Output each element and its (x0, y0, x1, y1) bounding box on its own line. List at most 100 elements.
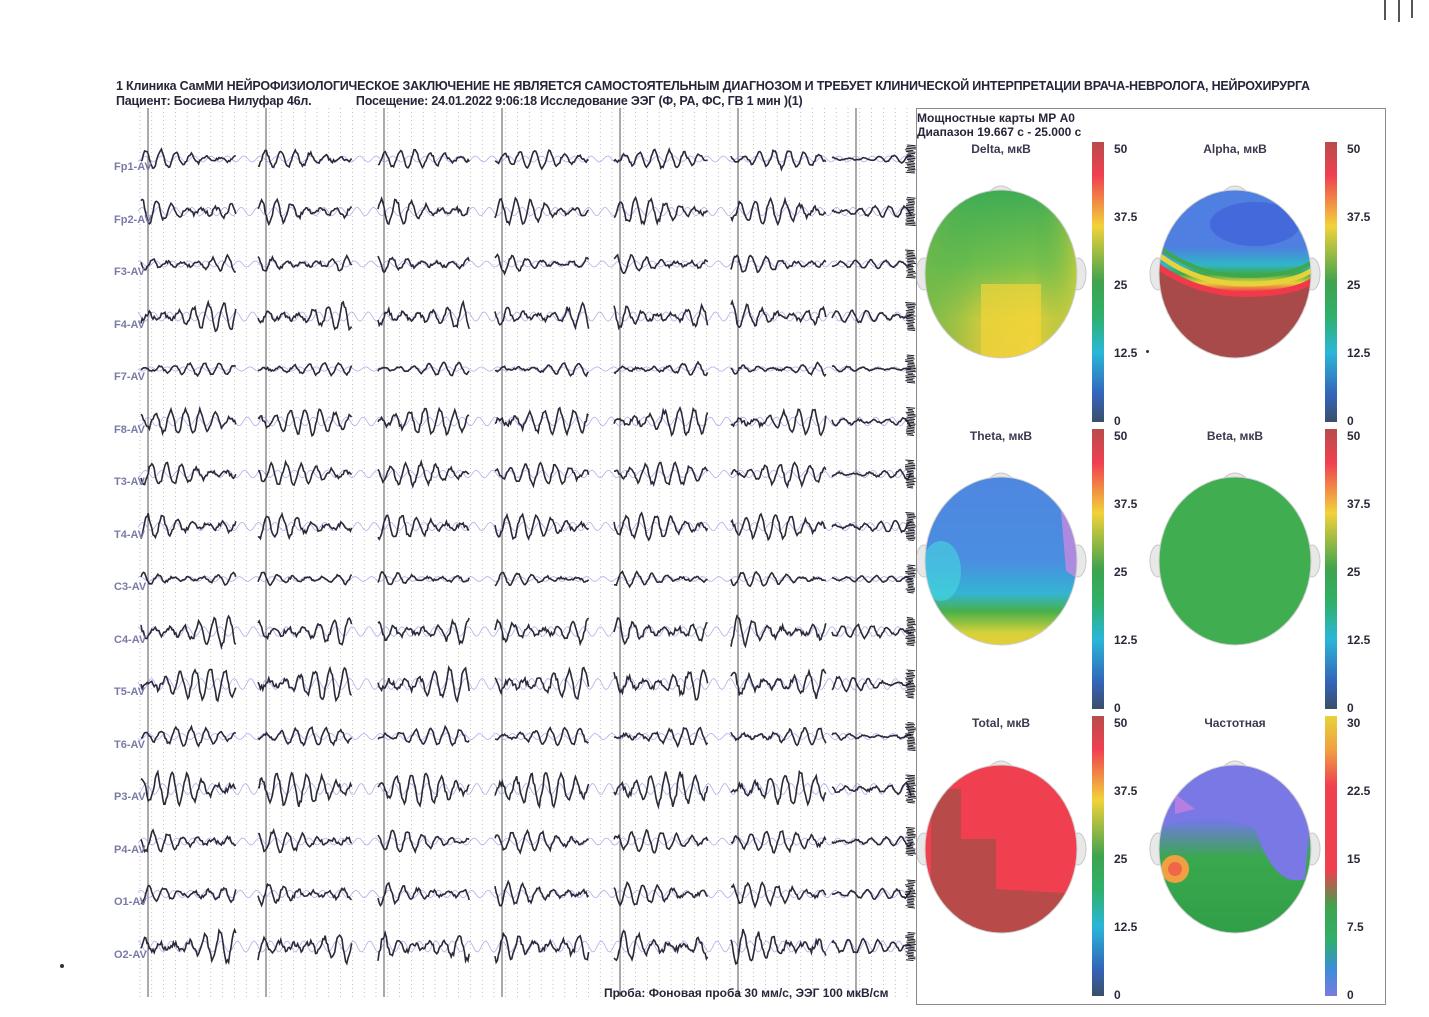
report-disclaimer: 1 Клиника СамМИ НЕЙРОФИЗИОЛОГИЧЕСКОЕ ЗАК… (116, 79, 1310, 93)
eeg-trace-segment (140, 253, 236, 273)
eeg-trace-segment (831, 623, 912, 641)
topomap-total (915, 760, 1087, 934)
eeg-trace-segment (613, 570, 708, 589)
eeg-trace-segment (730, 668, 827, 699)
eeg-trace-baseline (137, 469, 913, 479)
eeg-trace-segment (377, 617, 470, 646)
eeg-trace-segment (257, 617, 353, 646)
eeg-trace-segment (494, 253, 590, 276)
scan-speck (1146, 350, 1149, 353)
channel-label: T3-AV (114, 476, 145, 488)
eeg-trace-segment (730, 298, 827, 329)
channel-label: C3-AV (114, 581, 147, 593)
eeg-trace-baseline (137, 155, 913, 163)
eeg-trace-segment (730, 829, 827, 854)
eeg-trace-segment (257, 408, 353, 438)
maps-range: Диапазон 19.667 с - 25.000 с (917, 125, 1082, 139)
eeg-trace-segment (494, 301, 590, 331)
eeg-artifact-burst (904, 879, 916, 909)
eeg-trace-segment (494, 406, 590, 437)
eeg-trace-segment (614, 461, 709, 487)
eeg-artifact-burst (905, 144, 916, 174)
colorbar-tick-label: 12.5 (1114, 633, 1138, 647)
map-title: Delta, мкВ (971, 142, 1031, 156)
colorbar-tick-label: 15 (1347, 852, 1361, 866)
eeg-trace-segment (377, 361, 470, 377)
eeg-trace-segment (257, 827, 353, 854)
eeg-trace-segment (140, 198, 237, 225)
eeg-trace-segment (613, 669, 709, 701)
eeg-trace-segment (494, 461, 590, 489)
colorbar-tick-label: 0 (1114, 988, 1121, 1002)
eeg-trace-segment (140, 668, 237, 703)
topomap-freq (1149, 760, 1321, 934)
eeg-trace-segment (257, 571, 353, 587)
channel-label: O1-AV (114, 896, 147, 908)
channel-label: T5-AV (114, 686, 145, 698)
power-maps-panel: Delta, мкВ 50 37.5 25 12.5 0 Alpha, мкВ 50 37.5 2… (915, 108, 1386, 1005)
eeg-trace-segment (494, 726, 589, 747)
eeg-trace-segment (377, 195, 470, 226)
eeg-artifact-burst (905, 354, 916, 384)
eeg-trace-segment (140, 884, 237, 905)
channel-label: T6-AV (114, 738, 145, 751)
eeg-trace-segment (140, 405, 237, 437)
colorbar-tick-label: 30 (1347, 716, 1361, 730)
eeg-trace-segment (613, 253, 709, 275)
eeg-trace-segment (494, 617, 590, 647)
eeg-trace-segment (257, 934, 353, 966)
eeg-trace-segment (730, 461, 827, 489)
colorbar-tick-label: 37.5 (1114, 784, 1138, 798)
eeg-trace-segment (494, 196, 590, 227)
colorbar-tick-label: 37.5 (1114, 497, 1138, 511)
eeg-trace-segment (494, 149, 589, 171)
eeg-trace-segment (831, 574, 912, 584)
topomap-beta (1149, 472, 1321, 646)
maps-title: Мощностные карты МР А0 (917, 111, 1075, 125)
eeg-artifact-burst (905, 512, 916, 541)
eeg-trace-segment (831, 204, 912, 219)
topomap-delta (915, 185, 1087, 359)
eeg-trace-baseline (137, 889, 913, 899)
eeg-artifact-burst (904, 459, 916, 489)
eeg-trace-segment (730, 148, 827, 172)
eeg-trace-baseline (137, 677, 913, 691)
channel-label: T4-AV (114, 528, 145, 541)
eeg-trace-segment (494, 362, 590, 378)
eeg-trace-segment (613, 726, 709, 749)
eeg-trace-segment (831, 468, 912, 480)
colorbar-tick-label: 50 (1347, 429, 1361, 443)
eeg-trace-segment (257, 148, 353, 169)
eeg-trace-segment (257, 882, 353, 908)
channel-label: F7-AV (114, 371, 145, 383)
eeg-trace-panel (137, 108, 916, 997)
colorbar-tick-label: 37.5 (1347, 210, 1371, 224)
eeg-trace-baseline (137, 837, 913, 846)
colorbar-tick-label: 12.5 (1114, 920, 1138, 934)
colorbar-tick-label: 50 (1114, 716, 1128, 730)
scan-mark (1384, 0, 1386, 20)
eeg-trace-segment (494, 931, 590, 965)
eeg-trace-segment (730, 928, 827, 965)
scan-mark (1411, 0, 1413, 18)
eeg-trace-segment (140, 299, 237, 333)
eeg-trace-segment (140, 828, 237, 854)
channel-label: P4-AV (114, 843, 146, 856)
eeg-trace-segment (613, 511, 709, 542)
eeg-trace-segment (377, 406, 470, 437)
map-title: Theta, мкВ (969, 429, 1033, 443)
eeg-trace-segment (377, 514, 470, 541)
colorbar-tick-label: 50 (1114, 429, 1128, 443)
eeg-artifact-burst (905, 669, 916, 699)
eeg-trace-segment (377, 458, 470, 489)
eeg-trace-segment (730, 512, 826, 542)
channel-label: F3-AV (114, 266, 145, 278)
eeg-trace-segment (730, 614, 827, 649)
eeg-artifact-burst (905, 617, 916, 646)
eeg-trace-segment (140, 614, 237, 651)
channel-label: C4-AV (114, 633, 147, 646)
eeg-trace-segment (257, 665, 353, 703)
eeg-trace-segment (613, 881, 709, 908)
map-title: Beta, мкВ (1206, 429, 1264, 443)
colorbar-tick-label: 7.5 (1347, 920, 1364, 934)
